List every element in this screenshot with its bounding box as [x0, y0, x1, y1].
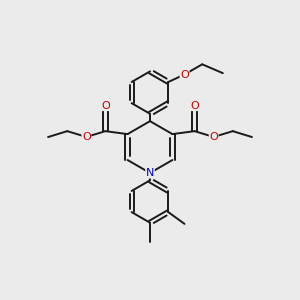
Text: O: O — [190, 100, 199, 110]
Text: O: O — [180, 70, 189, 80]
Text: O: O — [82, 132, 91, 142]
Text: O: O — [101, 100, 110, 110]
Text: N: N — [146, 168, 154, 178]
Text: O: O — [209, 132, 218, 142]
